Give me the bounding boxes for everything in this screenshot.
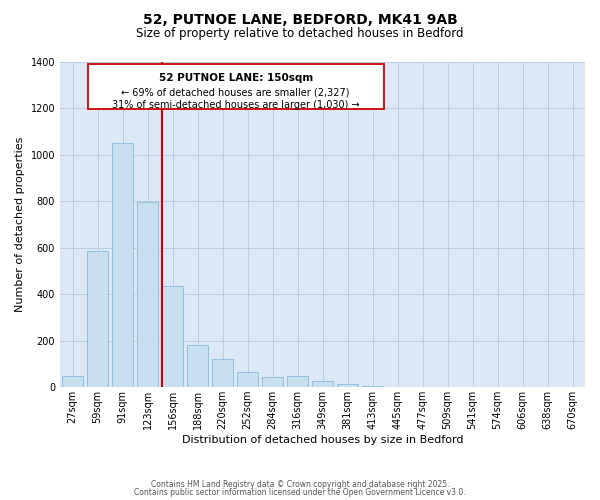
Bar <box>62 376 83 387</box>
FancyBboxPatch shape <box>88 64 384 109</box>
Text: 31% of semi-detached houses are larger (1,030) →: 31% of semi-detached houses are larger (… <box>112 100 359 110</box>
Bar <box>337 384 358 387</box>
Text: Size of property relative to detached houses in Bedford: Size of property relative to detached ho… <box>136 28 464 40</box>
Text: 52 PUTNOE LANE: 150sqm: 52 PUTNOE LANE: 150sqm <box>158 72 313 83</box>
Text: 52, PUTNOE LANE, BEDFORD, MK41 9AB: 52, PUTNOE LANE, BEDFORD, MK41 9AB <box>143 12 457 26</box>
Text: Contains public sector information licensed under the Open Government Licence v3: Contains public sector information licen… <box>134 488 466 497</box>
Y-axis label: Number of detached properties: Number of detached properties <box>15 136 25 312</box>
Bar <box>187 346 208 387</box>
Bar <box>287 376 308 387</box>
Bar <box>262 376 283 387</box>
Bar <box>87 251 108 387</box>
Bar <box>237 372 258 387</box>
Text: ← 69% of detached houses are smaller (2,327): ← 69% of detached houses are smaller (2,… <box>121 87 350 97</box>
Bar <box>212 360 233 387</box>
Bar <box>362 386 383 387</box>
X-axis label: Distribution of detached houses by size in Bedford: Distribution of detached houses by size … <box>182 435 463 445</box>
Bar <box>312 382 333 387</box>
Bar <box>162 286 183 387</box>
Text: Contains HM Land Registry data © Crown copyright and database right 2025.: Contains HM Land Registry data © Crown c… <box>151 480 449 489</box>
Bar <box>137 202 158 387</box>
Bar <box>112 143 133 387</box>
